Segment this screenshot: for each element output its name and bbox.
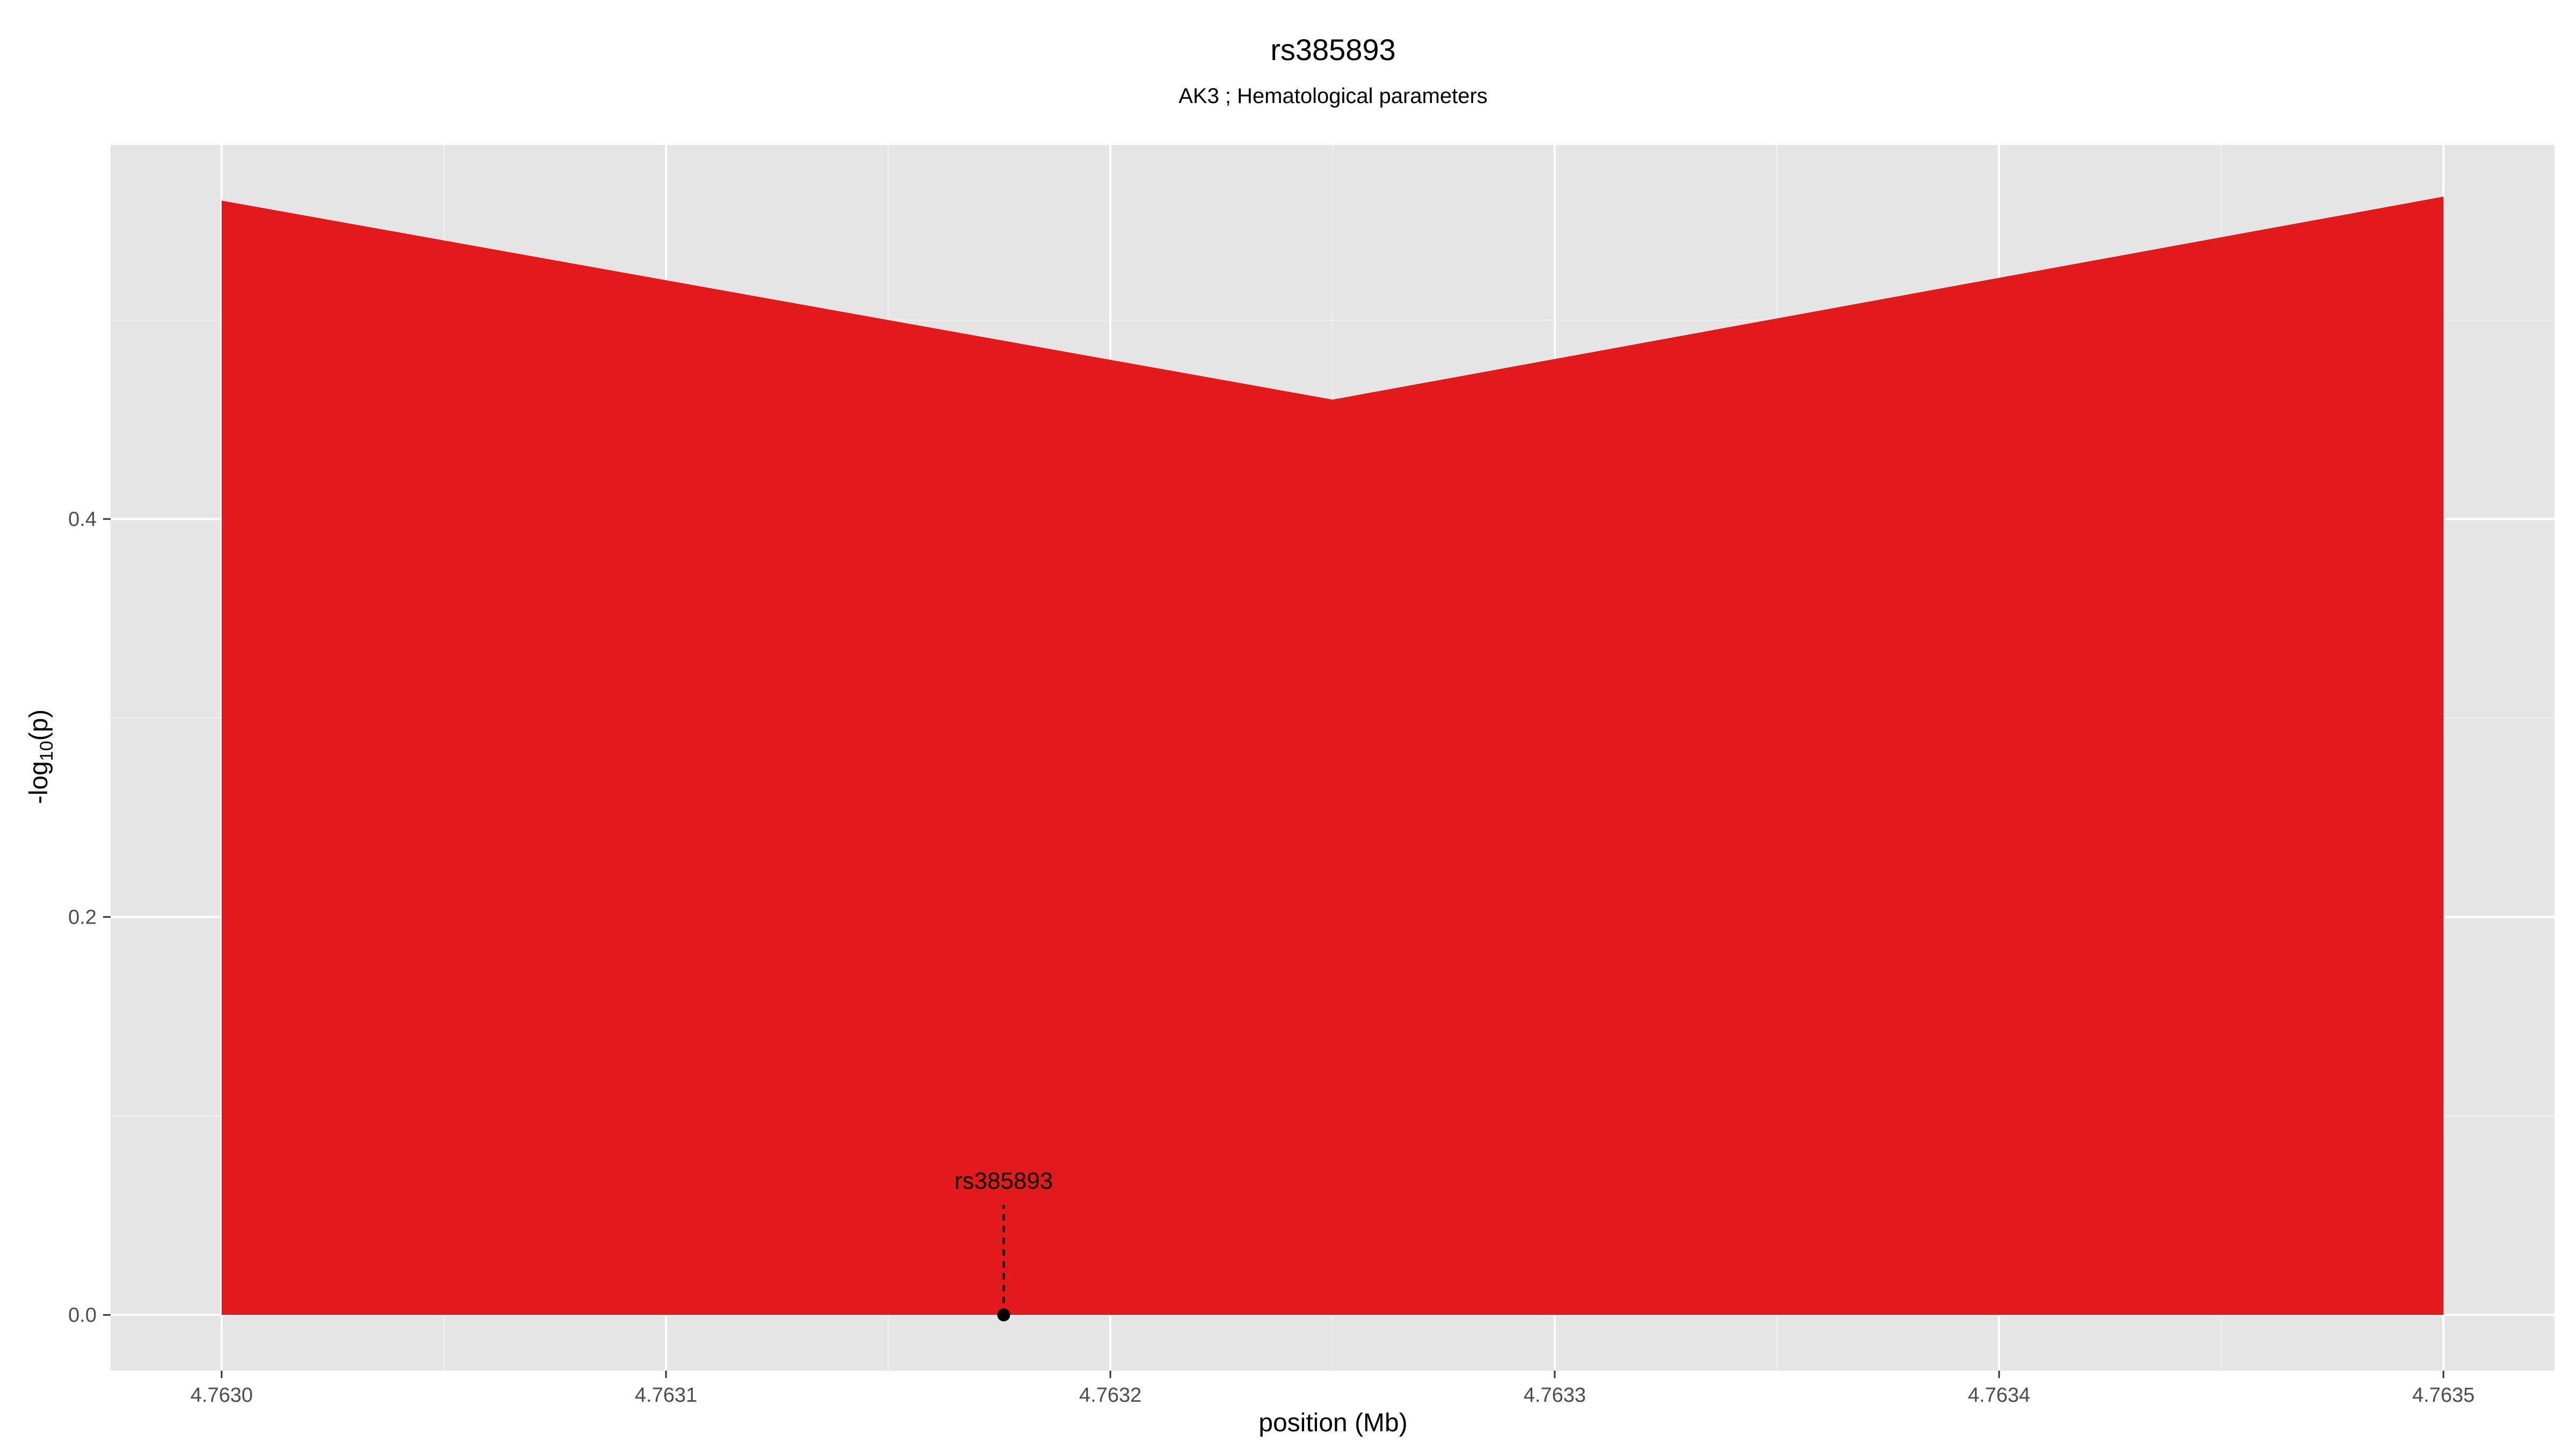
x-tick-label: 4.7632 bbox=[1079, 1384, 1141, 1407]
x-tick-label: 4.7633 bbox=[1524, 1384, 1586, 1407]
snp-label: rs385893 bbox=[955, 1168, 1053, 1194]
x-tick-label: 4.7631 bbox=[635, 1384, 697, 1407]
snp-point bbox=[997, 1308, 1011, 1322]
y-tick-label: 0.0 bbox=[68, 1304, 97, 1327]
chart-title: rs385893 bbox=[1270, 33, 1396, 67]
series-layer bbox=[222, 196, 2443, 1315]
y-axis-label-subscript: 10 bbox=[36, 741, 57, 761]
x-axis: 4.7630 4.7631 4.7632 4.7633 4.7634 4.7635 bbox=[191, 1371, 2475, 1407]
y-axis-label-suffix: (p) bbox=[25, 709, 53, 741]
y-axis: 0.0 0.2 0.4 bbox=[68, 508, 111, 1327]
y-axis-label-prefix: -log bbox=[25, 761, 53, 804]
area-series bbox=[222, 196, 2443, 1315]
snp-layer: rs385893 bbox=[955, 1168, 1053, 1322]
y-tick-label: 0.4 bbox=[68, 508, 97, 531]
y-axis-label: -log10(p) bbox=[25, 709, 57, 804]
x-tick-label: 4.7635 bbox=[2412, 1384, 2475, 1407]
chart-subtitle: AK3 ; Hematological parameters bbox=[1179, 84, 1488, 108]
x-axis-label: position (Mb) bbox=[1258, 1409, 1407, 1437]
y-tick-label: 0.2 bbox=[68, 906, 97, 929]
x-tick-label: 4.7630 bbox=[191, 1384, 253, 1407]
x-tick-label: 4.7634 bbox=[1968, 1384, 2030, 1407]
